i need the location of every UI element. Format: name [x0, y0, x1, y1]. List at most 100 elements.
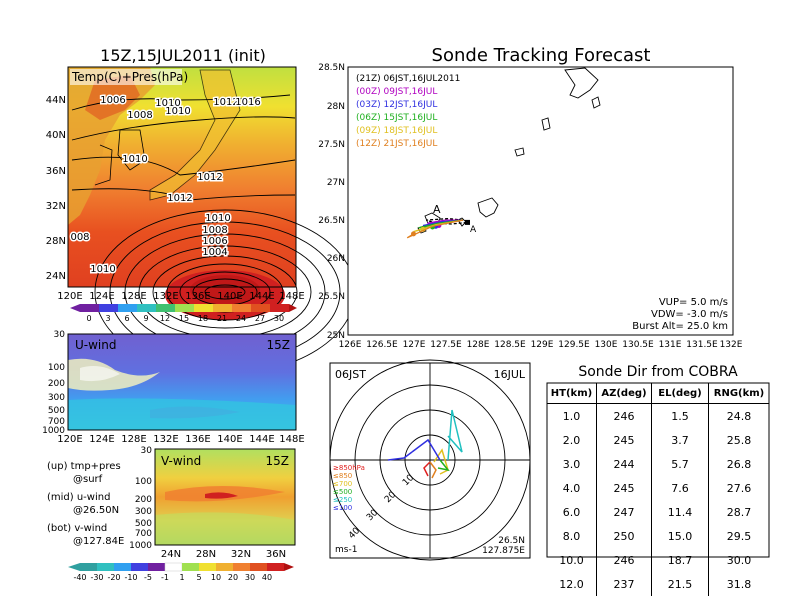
- y-tick: 700: [135, 529, 152, 539]
- cbar-tick: 18: [198, 314, 208, 323]
- x-tick: 128E: [121, 434, 146, 445]
- polar-left-label: 06JST: [335, 368, 366, 381]
- table-cell: 24.8: [726, 409, 752, 423]
- table-cell: 18.7: [652, 548, 709, 572]
- table-cell: 250: [597, 524, 652, 548]
- x-tick: 136E: [185, 434, 210, 445]
- y-tick: 30: [141, 446, 153, 456]
- polar-unit: ms-1: [335, 545, 357, 555]
- table-cell: 29.5: [726, 529, 752, 543]
- track-panel-title: Sonde Tracking Forecast: [432, 45, 651, 66]
- y-tick: 30: [54, 330, 66, 340]
- polar-lon: 127.875E: [482, 546, 525, 556]
- x-tick: 140E: [217, 291, 242, 302]
- table-header-cell: EL(deg): [652, 383, 709, 403]
- u-wind-panel: U-wind 15Z: [67, 333, 297, 431]
- temp-y-ticks: 44N 40N 36N 32N 28N 24N: [46, 95, 66, 282]
- vdw-label: VDW= -3.0 m/s: [651, 309, 728, 320]
- y-tick: 500: [135, 519, 152, 529]
- table-cell: 26.8: [726, 457, 752, 471]
- cbar-tick: -10: [124, 573, 137, 582]
- x-tick: 124E: [89, 434, 114, 445]
- isobar-label: 1010: [205, 213, 230, 224]
- table-header-cell: RNG(km): [713, 387, 765, 399]
- isobar-label: 1010: [90, 264, 115, 275]
- y-tick: 1000: [129, 541, 152, 551]
- x-tick: 130.5E: [622, 340, 654, 350]
- table-row: 1.0 246 1.5 24.8: [547, 404, 769, 428]
- table-cell: 6.0: [547, 500, 597, 524]
- x-tick: 126E: [339, 340, 362, 350]
- table-cell: 245: [597, 428, 652, 452]
- y-tick: 300: [135, 507, 152, 517]
- panel-notes: (up) tmp+pres @surf (mid) u-wind @26.50N…: [47, 461, 124, 547]
- x-tick: 144E: [249, 291, 274, 302]
- table-cell: 27.6: [726, 481, 752, 495]
- u-x-ticks: 120E 124E 128E 132E 136E 140E 144E 148E: [57, 434, 304, 445]
- table-cell: 31.8: [726, 577, 752, 591]
- table-cell: 28.7: [726, 505, 752, 519]
- isobar-label: 1008: [127, 110, 152, 121]
- v-panel-label: V-wind: [161, 454, 201, 468]
- polar-lat: 26.5N: [498, 536, 525, 546]
- x-tick: 120E: [57, 434, 82, 445]
- cbar-tick: 10: [211, 573, 221, 582]
- x-tick: 129E: [531, 340, 554, 350]
- y-tick: 100: [48, 363, 65, 373]
- level-legend-entry: ≤250: [333, 496, 352, 504]
- y-tick: 26N: [327, 254, 345, 264]
- x-tick: 132E: [153, 434, 178, 445]
- table-row: 8.0 250 15.0 29.5: [547, 524, 769, 548]
- isobar-label: 1006: [100, 95, 125, 106]
- track-line: [406, 219, 464, 239]
- table-cell: 25.8: [726, 433, 752, 447]
- u-panel-time: 15Z: [267, 338, 291, 352]
- table-cell: 10.0: [547, 548, 597, 572]
- x-tick: 127.5E: [430, 340, 462, 350]
- x-tick: 130E: [595, 340, 618, 350]
- table-cell: 3.7: [652, 428, 709, 452]
- y-tick: 200: [48, 379, 65, 389]
- x-tick: 136E: [185, 291, 210, 302]
- cbar-tick: 12: [160, 314, 170, 323]
- note-bot: (bot) v-wind: [47, 523, 107, 534]
- isobar-label: 1012: [197, 172, 222, 183]
- y-tick: 24N: [46, 271, 66, 282]
- wind-colorbar: [68, 562, 294, 572]
- site-marker-a: A: [433, 203, 441, 216]
- isobar-label: 1012: [213, 97, 238, 108]
- v-panel-time: 15Z: [266, 454, 290, 468]
- track-series-group: [406, 217, 470, 239]
- polar-panel: 10 20 30 40 06JST 16JUL ms-1 26.5N 127.8…: [329, 359, 531, 561]
- table-cell: 8.0: [547, 524, 597, 548]
- table-row: 6.0 247 11.4 28.7: [547, 500, 769, 524]
- x-tick: 144E: [249, 434, 274, 445]
- x-tick: 128E: [121, 291, 146, 302]
- legend-entry: (06Z) 15JST,16JUL: [356, 113, 437, 123]
- polar-right-label: 16JUL: [494, 368, 526, 381]
- note-up-level: @surf: [73, 474, 103, 485]
- track-plot: A A: [347, 66, 734, 336]
- x-tick: 131.5E: [686, 340, 718, 350]
- table-frame: [546, 382, 770, 558]
- x-tick: 127E: [403, 340, 426, 350]
- legend-entry: (12Z) 21JST,16JUL: [356, 139, 437, 149]
- isobar-label: 008: [70, 232, 89, 243]
- table-cell: 244: [597, 452, 652, 476]
- x-tick: 129.5E: [558, 340, 590, 350]
- table-row: 4.0 245 7.6 27.6: [547, 476, 769, 500]
- level-legend-entry: ≤100: [333, 504, 352, 512]
- level-legend-entry: ≤500: [333, 488, 352, 496]
- isobar-label: 1006: [202, 236, 227, 247]
- u-panel-label: U-wind: [75, 338, 116, 352]
- site-marker-a-2: A: [470, 225, 477, 235]
- table-cell: 30.0: [726, 553, 752, 567]
- cbar-tick: 3: [105, 314, 110, 323]
- cbar-tick: 0: [86, 314, 91, 323]
- table-cell: 11.4: [652, 500, 709, 524]
- y-tick: 27N: [327, 178, 345, 188]
- table-row: 3.0 244 5.7 26.8: [547, 452, 769, 476]
- y-tick: 36N: [46, 166, 66, 177]
- track-params: VUP= 5.0 m/s VDW= -3.0 m/s Burst Alt= 25…: [632, 297, 728, 332]
